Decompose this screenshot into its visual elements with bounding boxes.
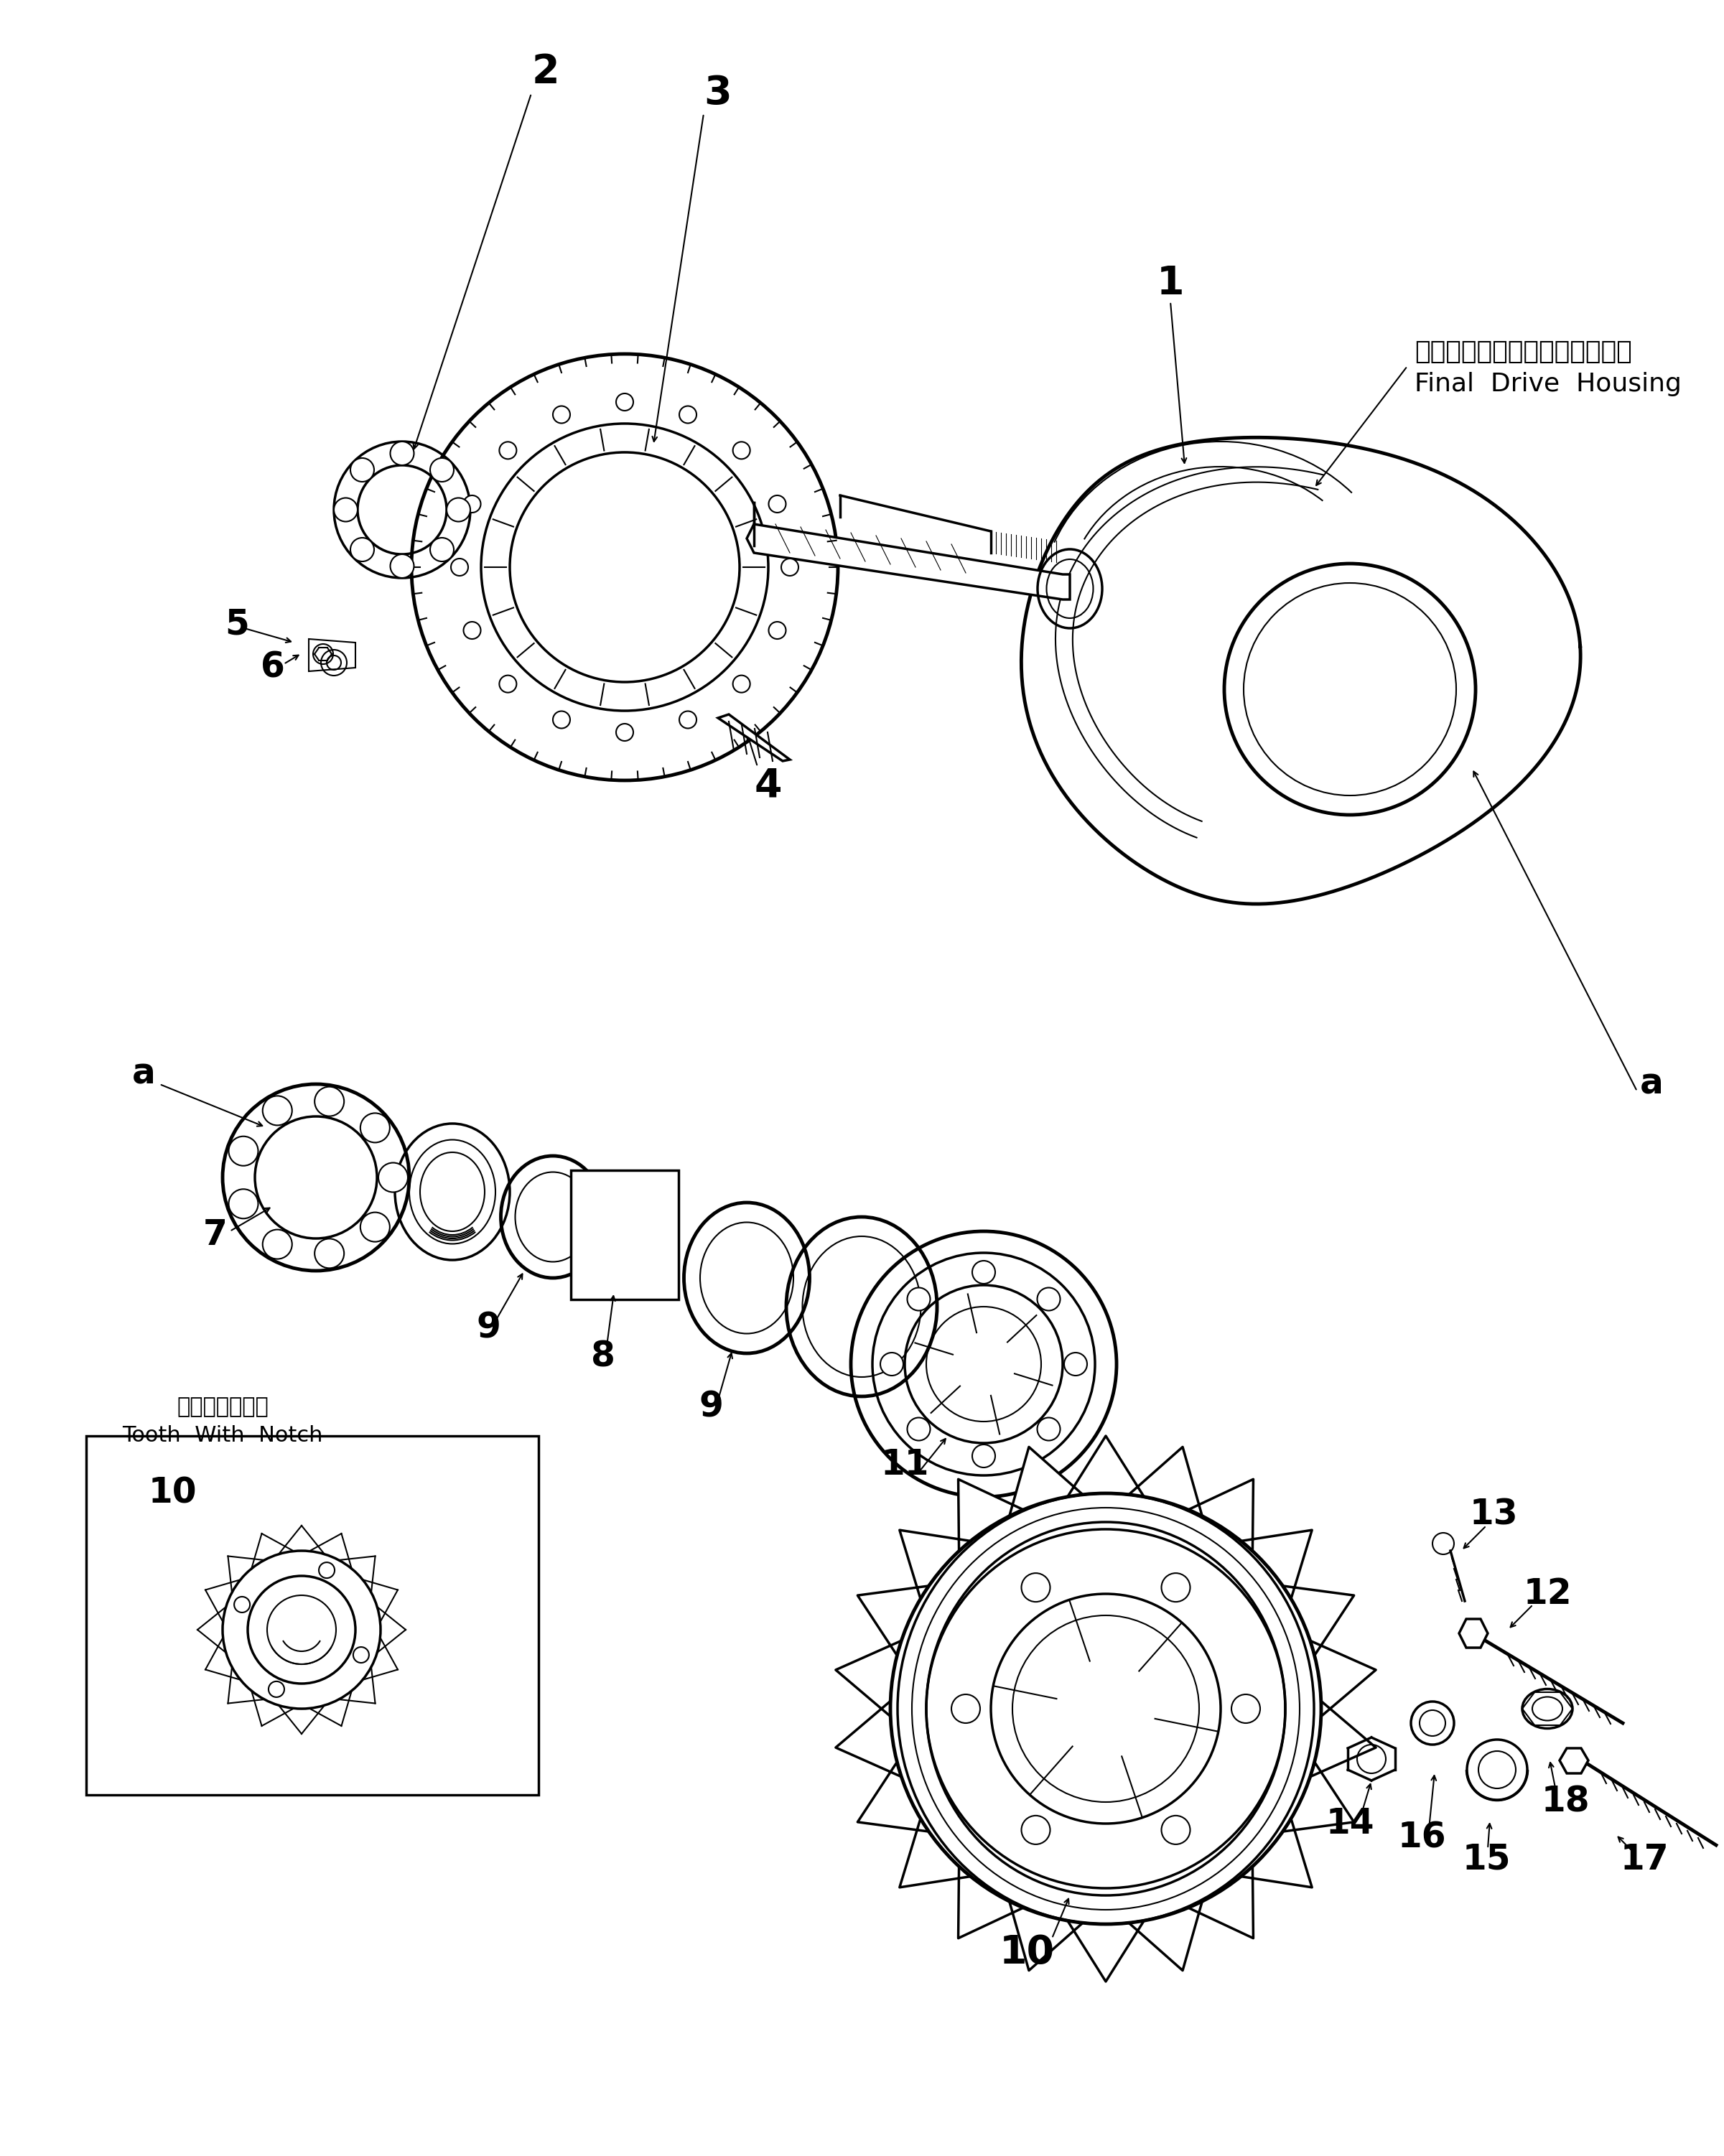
Circle shape [972,1261,995,1283]
Circle shape [1038,1287,1060,1311]
Circle shape [334,498,357,522]
Circle shape [447,498,471,522]
Circle shape [262,1095,291,1125]
Circle shape [360,1112,390,1143]
Circle shape [314,1240,345,1268]
Text: 4: 4 [755,768,783,806]
Circle shape [781,558,798,576]
Text: 3: 3 [703,73,733,112]
Circle shape [353,1647,369,1662]
Text: Final  Drive  Housing: Final Drive Housing [1414,371,1681,397]
Circle shape [881,1352,903,1376]
Circle shape [229,1136,259,1166]
Circle shape [1231,1695,1260,1723]
Circle shape [262,1229,291,1259]
Circle shape [500,675,517,692]
Circle shape [500,442,517,459]
Circle shape [314,1087,345,1117]
Circle shape [1021,1574,1050,1602]
Text: 6: 6 [260,651,284,686]
Circle shape [269,1682,284,1697]
Circle shape [615,392,633,410]
Polygon shape [746,524,1071,599]
Circle shape [464,496,481,513]
Text: Tooth  With  Notch: Tooth With Notch [122,1425,322,1447]
Circle shape [1064,1352,1088,1376]
Text: 16: 16 [1398,1820,1446,1854]
Text: 10: 10 [148,1477,197,1511]
Bar [86,1436,538,1796]
Polygon shape [717,714,790,761]
Text: 7: 7 [203,1218,228,1253]
Polygon shape [1021,438,1581,903]
Circle shape [350,537,374,561]
Circle shape [733,675,750,692]
Text: 2: 2 [531,52,560,91]
Circle shape [1162,1815,1190,1843]
Text: 13: 13 [1469,1498,1517,1533]
Text: 8: 8 [591,1339,615,1373]
Circle shape [615,724,633,742]
Text: ファイナルドライブハウジング: ファイナルドライブハウジング [1414,341,1633,364]
Circle shape [733,442,750,459]
Text: 18: 18 [1541,1785,1590,1820]
Circle shape [350,457,374,481]
Text: 12: 12 [1522,1576,1572,1611]
Text: 17: 17 [1621,1841,1669,1876]
Circle shape [553,711,571,729]
Polygon shape [1560,1749,1588,1774]
Circle shape [769,621,786,638]
Circle shape [429,457,453,481]
Text: 5: 5 [224,608,248,642]
Text: 1: 1 [1157,265,1184,304]
Circle shape [378,1162,409,1192]
Circle shape [464,621,481,638]
Circle shape [429,537,453,561]
Circle shape [319,1563,334,1578]
Text: a: a [1640,1067,1664,1102]
Circle shape [553,405,571,423]
Circle shape [360,1212,390,1242]
Circle shape [907,1419,931,1440]
Circle shape [952,1695,981,1723]
Circle shape [972,1445,995,1468]
Polygon shape [836,1436,1376,1981]
Text: 9: 9 [698,1391,722,1425]
Circle shape [1021,1815,1050,1843]
Circle shape [229,1190,259,1218]
Circle shape [769,496,786,513]
Polygon shape [309,638,355,671]
Circle shape [907,1287,931,1311]
Text: 9: 9 [476,1311,500,1345]
Polygon shape [571,1171,679,1300]
Circle shape [679,711,696,729]
Circle shape [234,1598,250,1613]
Text: 10: 10 [1000,1934,1055,1973]
Text: 15: 15 [1462,1841,1510,1876]
Circle shape [452,558,469,576]
Polygon shape [1459,1619,1488,1647]
Text: 歯部きり欠き付: 歯部きり欠き付 [178,1397,269,1419]
Circle shape [1038,1419,1060,1440]
Circle shape [679,405,696,423]
Circle shape [390,554,414,578]
Text: a: a [131,1056,155,1091]
Text: 14: 14 [1326,1807,1374,1841]
Circle shape [390,442,414,466]
Circle shape [1162,1574,1190,1602]
Text: 11: 11 [881,1447,929,1481]
